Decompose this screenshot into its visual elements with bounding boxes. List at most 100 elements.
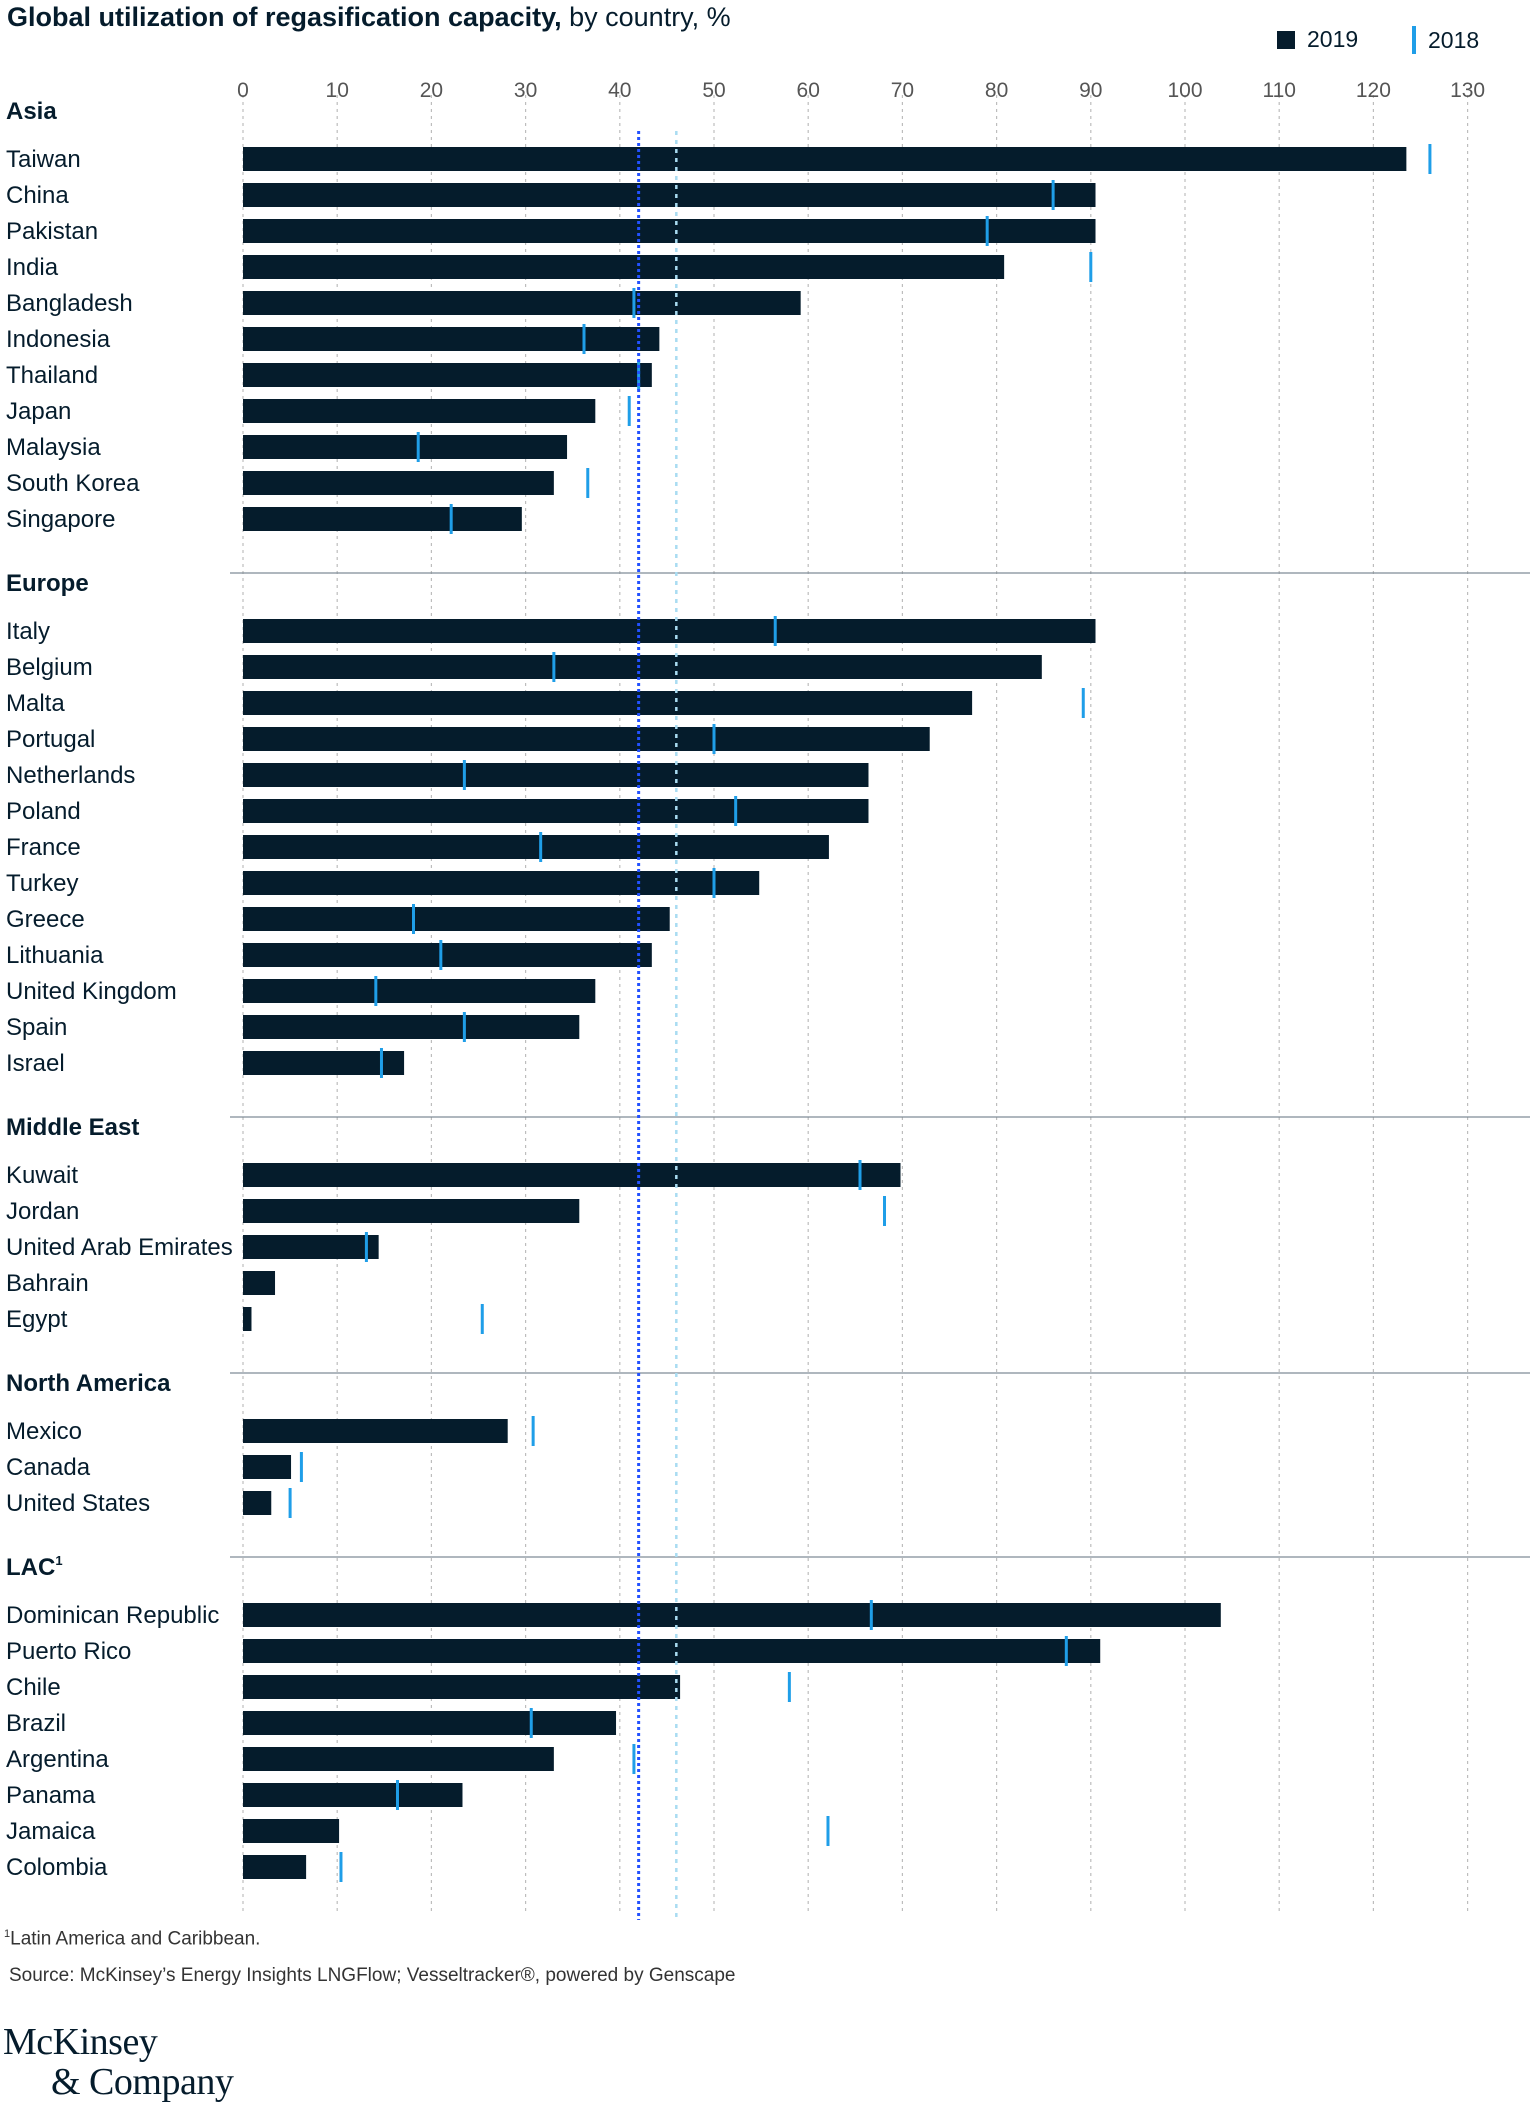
country-label: Egypt — [6, 1306, 68, 1333]
source-note: Source: McKinsey’s Energy Insights LNGFl… — [9, 1965, 736, 1986]
tick-2018 — [529, 1708, 533, 1738]
country-label: Thailand — [6, 362, 98, 389]
bar-2019 — [243, 147, 1407, 171]
country-label: Belgium — [6, 654, 93, 681]
bar-2019 — [243, 183, 1096, 207]
bar-2019 — [243, 799, 869, 823]
bar-2019 — [243, 835, 829, 859]
tick-2018 — [439, 940, 443, 970]
bar-2019 — [243, 471, 554, 495]
bar-chart: 0 10 20 30 40 50 60 70 80 90 100 110 120 130 Asia Taiwa… — [6, 79, 1530, 1920]
country-label: Jordan — [6, 1198, 79, 1225]
country-label: Mexico — [6, 1418, 82, 1445]
bar-2019 — [243, 655, 1042, 679]
country-label: Puerto Rico — [6, 1638, 131, 1665]
legend-label-2019: 2019 — [1307, 26, 1359, 52]
x-tick-label: 20 — [420, 79, 443, 102]
legend-item-2019: 2019 — [1277, 26, 1358, 53]
bar-2019 — [243, 1419, 508, 1443]
tick-2018 — [1081, 688, 1085, 718]
bar-2019 — [243, 1015, 580, 1039]
country-label: Jamaica — [6, 1818, 96, 1845]
country-label: United States — [6, 1490, 150, 1517]
tick-2018 — [364, 1232, 368, 1262]
group-header: Asia — [6, 98, 57, 125]
tick-2018 — [1051, 180, 1055, 210]
tick-2018 — [412, 904, 416, 934]
tick-2018 — [712, 868, 716, 898]
country-label: United Arab Emirates — [6, 1234, 233, 1261]
bar-2019 — [243, 1271, 276, 1295]
country-label: Bangladesh — [6, 290, 133, 317]
country-label: South Korea — [6, 470, 140, 497]
tick-2018 — [985, 216, 989, 246]
tick-2018 — [539, 832, 543, 862]
bar-2019 — [243, 1491, 272, 1515]
x-tick-label: 120 — [1356, 79, 1391, 102]
chart-title-main: Global utilization of regasification cap… — [7, 2, 562, 32]
x-tick-label: 110 — [1262, 79, 1295, 102]
tick-2018 — [1064, 1636, 1068, 1666]
x-tick-label: 100 — [1167, 79, 1202, 102]
tick-2018 — [1089, 252, 1093, 282]
x-tick-label: 80 — [985, 79, 1008, 102]
country-label: Turkey — [6, 870, 78, 897]
tick-2018 — [627, 396, 631, 426]
country-label: Japan — [6, 398, 71, 425]
bar-2019 — [243, 1163, 901, 1187]
x-tick-label: 130 — [1450, 79, 1485, 102]
x-tick-label: 40 — [608, 79, 631, 102]
bar-2019 — [243, 1747, 554, 1771]
footnote-marker: 1 — [4, 1928, 11, 1940]
logo-line-2: & Company — [51, 2061, 234, 2103]
bar-2019 — [243, 943, 652, 967]
bar-2019 — [243, 763, 869, 787]
country-label: Argentina — [6, 1746, 109, 1773]
country-label: Bahrain — [6, 1270, 89, 1297]
country-label: Taiwan — [6, 146, 81, 173]
tick-2018 — [773, 616, 777, 646]
tick-2018 — [734, 796, 738, 826]
tick-2018 — [632, 1744, 636, 1774]
tick-2018 — [883, 1196, 887, 1226]
bar-2019 — [243, 1051, 405, 1075]
x-tick-label: 0 — [237, 79, 249, 102]
x-tick-label: 10 — [326, 79, 349, 102]
bar-2019 — [243, 435, 568, 459]
country-label: India — [6, 254, 59, 281]
bar-2019 — [243, 363, 652, 387]
tick-2018 — [462, 760, 466, 790]
group-header-sup: 1 — [55, 1553, 62, 1568]
tick-2018 — [787, 1672, 791, 1702]
tick-2018 — [480, 1304, 484, 1334]
country-label: Lithuania — [6, 942, 104, 969]
tick-2018 — [449, 504, 453, 534]
bar-2019 — [243, 219, 1096, 243]
tick-2018 — [637, 360, 641, 390]
country-label: Portugal — [6, 726, 95, 753]
logo-line-1: McKinsey — [3, 2021, 158, 2063]
bar-2019 — [243, 1819, 340, 1843]
country-label: Malta — [6, 690, 65, 717]
bar-2019 — [243, 255, 1005, 279]
x-tick-label: 50 — [702, 79, 725, 102]
bar-2019 — [243, 1783, 463, 1807]
country-label: France — [6, 834, 81, 861]
legend-label-2018: 2018 — [1428, 26, 1480, 53]
country-label: Panama — [6, 1782, 96, 1809]
country-label: Dominican Republic — [6, 1602, 219, 1629]
x-tick-label: 90 — [1079, 79, 1102, 102]
bar-2019 — [243, 1711, 617, 1735]
legend-swatch-2019 — [1277, 30, 1295, 49]
tick-2018 — [339, 1852, 343, 1882]
country-label: Malaysia — [6, 434, 101, 461]
bar-2019 — [243, 979, 596, 1003]
country-label: Poland — [6, 798, 81, 825]
legend-swatch-2018 — [1412, 26, 1416, 54]
country-label: Chile — [6, 1674, 61, 1701]
country-label: United Kingdom — [6, 978, 177, 1005]
tick-2018 — [395, 1780, 399, 1810]
group-header: Europe — [6, 570, 89, 597]
country-label: Singapore — [6, 506, 115, 533]
footnote: 1Latin America and Caribbean. — [4, 1928, 260, 1950]
